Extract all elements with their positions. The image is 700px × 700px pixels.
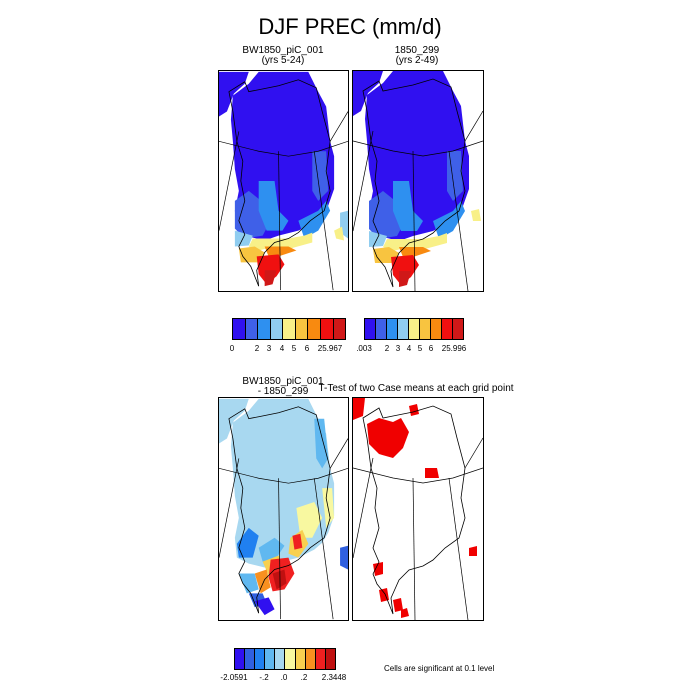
map-diff bbox=[218, 397, 349, 621]
map-ttest bbox=[352, 397, 484, 621]
colorbar-case1-swatch bbox=[270, 319, 284, 339]
colorbar-diff-label: .2 bbox=[300, 673, 308, 682]
colorbar-case2-label: 2 bbox=[384, 344, 390, 353]
map-case1 bbox=[218, 70, 349, 292]
map-case2 bbox=[352, 70, 484, 292]
colorbar-case1-swatch bbox=[245, 319, 259, 339]
panel-title-case1: BW1850_piC_001 (yrs 5-24) bbox=[218, 46, 348, 66]
colorbar-case2-label: 3 bbox=[395, 344, 401, 353]
map-case2-canvas bbox=[353, 71, 483, 291]
colorbar-case1-label: 5 bbox=[291, 344, 297, 353]
colorbar-case2 bbox=[364, 318, 464, 340]
colorbar-diff-swatch bbox=[295, 649, 306, 669]
colorbar-case2-swatch bbox=[431, 319, 442, 339]
colorbar-case1-label: 0 bbox=[229, 344, 235, 353]
colorbar-case2-label: 5 bbox=[417, 344, 423, 353]
colorbar-case1 bbox=[232, 318, 346, 340]
colorbar-diff-swatch bbox=[315, 649, 326, 669]
colorbar-diff-swatch bbox=[255, 649, 266, 669]
colorbar-case2-swatch bbox=[420, 319, 431, 339]
panel-title-case1-line2: (yrs 5-24) bbox=[261, 55, 305, 66]
colorbar-case1-label: 4 bbox=[279, 344, 285, 353]
colorbar-case2-swatch bbox=[365, 319, 376, 339]
colorbar-case2-label: .003 bbox=[356, 344, 372, 353]
colorbar-case1-label: 3 bbox=[266, 344, 272, 353]
colorbar-diff-label: -2.0591 bbox=[220, 673, 248, 682]
colorbar-diff bbox=[234, 648, 336, 670]
colorbar-case1-label: 2 bbox=[254, 344, 260, 353]
colorbar-diff-swatch bbox=[235, 649, 246, 669]
panel-title-ttest: T-Test of two Case means at each grid po… bbox=[318, 383, 514, 394]
colorbar-case1-swatch bbox=[258, 319, 271, 339]
colorbar-diff-label: 2.3448 bbox=[321, 673, 347, 682]
colorbar-diff-swatch bbox=[305, 649, 316, 669]
colorbar-case1-swatch bbox=[233, 319, 246, 339]
colorbar-diff-swatch bbox=[245, 649, 256, 669]
colorbar-case1-swatch bbox=[333, 319, 346, 339]
significance-note: Cells are significant at 0.1 level bbox=[384, 664, 495, 673]
panel-title-diff-line2: - 1850_299 bbox=[257, 386, 309, 397]
panel-title-diff: BW1850_piC_001 - 1850_299 bbox=[218, 377, 348, 397]
panel-title-case2: 1850_299 (yrs 2-49) bbox=[352, 46, 482, 66]
panel-title-case2-line2: (yrs 2-49) bbox=[395, 55, 439, 66]
colorbar-case1-swatch bbox=[308, 319, 321, 339]
panel-title-case1-line1: BW1850_piC_001 bbox=[242, 45, 324, 56]
colorbar-case2-label: 4 bbox=[406, 344, 412, 353]
colorbar-diff-swatch bbox=[265, 649, 276, 669]
panel-title-diff-line1: BW1850_piC_001 bbox=[242, 376, 324, 387]
colorbar-diff-swatch bbox=[285, 649, 296, 669]
map-diff-canvas bbox=[219, 398, 348, 620]
map-case1-canvas bbox=[219, 71, 348, 291]
colorbar-case2-swatch bbox=[442, 319, 453, 339]
colorbar-case1-swatch bbox=[295, 319, 309, 339]
colorbar-case2-swatch bbox=[387, 319, 398, 339]
colorbar-case2-swatch bbox=[409, 319, 420, 339]
colorbar-case2-swatch bbox=[453, 319, 463, 339]
figure-title: DJF PREC (mm/d) bbox=[258, 14, 442, 39]
colorbar-case1-label: 25.967 bbox=[317, 344, 343, 353]
colorbar-case2-swatch bbox=[376, 319, 387, 339]
colorbar-case1-swatch bbox=[283, 319, 296, 339]
colorbar-diff-label: -.2 bbox=[259, 673, 269, 682]
colorbar-case1-label: 6 bbox=[304, 344, 310, 353]
panel-title-case2-line1: 1850_299 bbox=[394, 45, 440, 56]
colorbar-case1-swatch bbox=[320, 319, 334, 339]
colorbar-case2-label: 25.996 bbox=[441, 344, 467, 353]
colorbar-diff-swatch bbox=[325, 649, 335, 669]
colorbar-case2-swatch bbox=[398, 319, 409, 339]
colorbar-case2-label: 6 bbox=[428, 344, 434, 353]
colorbar-diff-label: .0 bbox=[280, 673, 288, 682]
map-ttest-canvas bbox=[353, 398, 483, 620]
colorbar-diff-swatch bbox=[275, 649, 286, 669]
